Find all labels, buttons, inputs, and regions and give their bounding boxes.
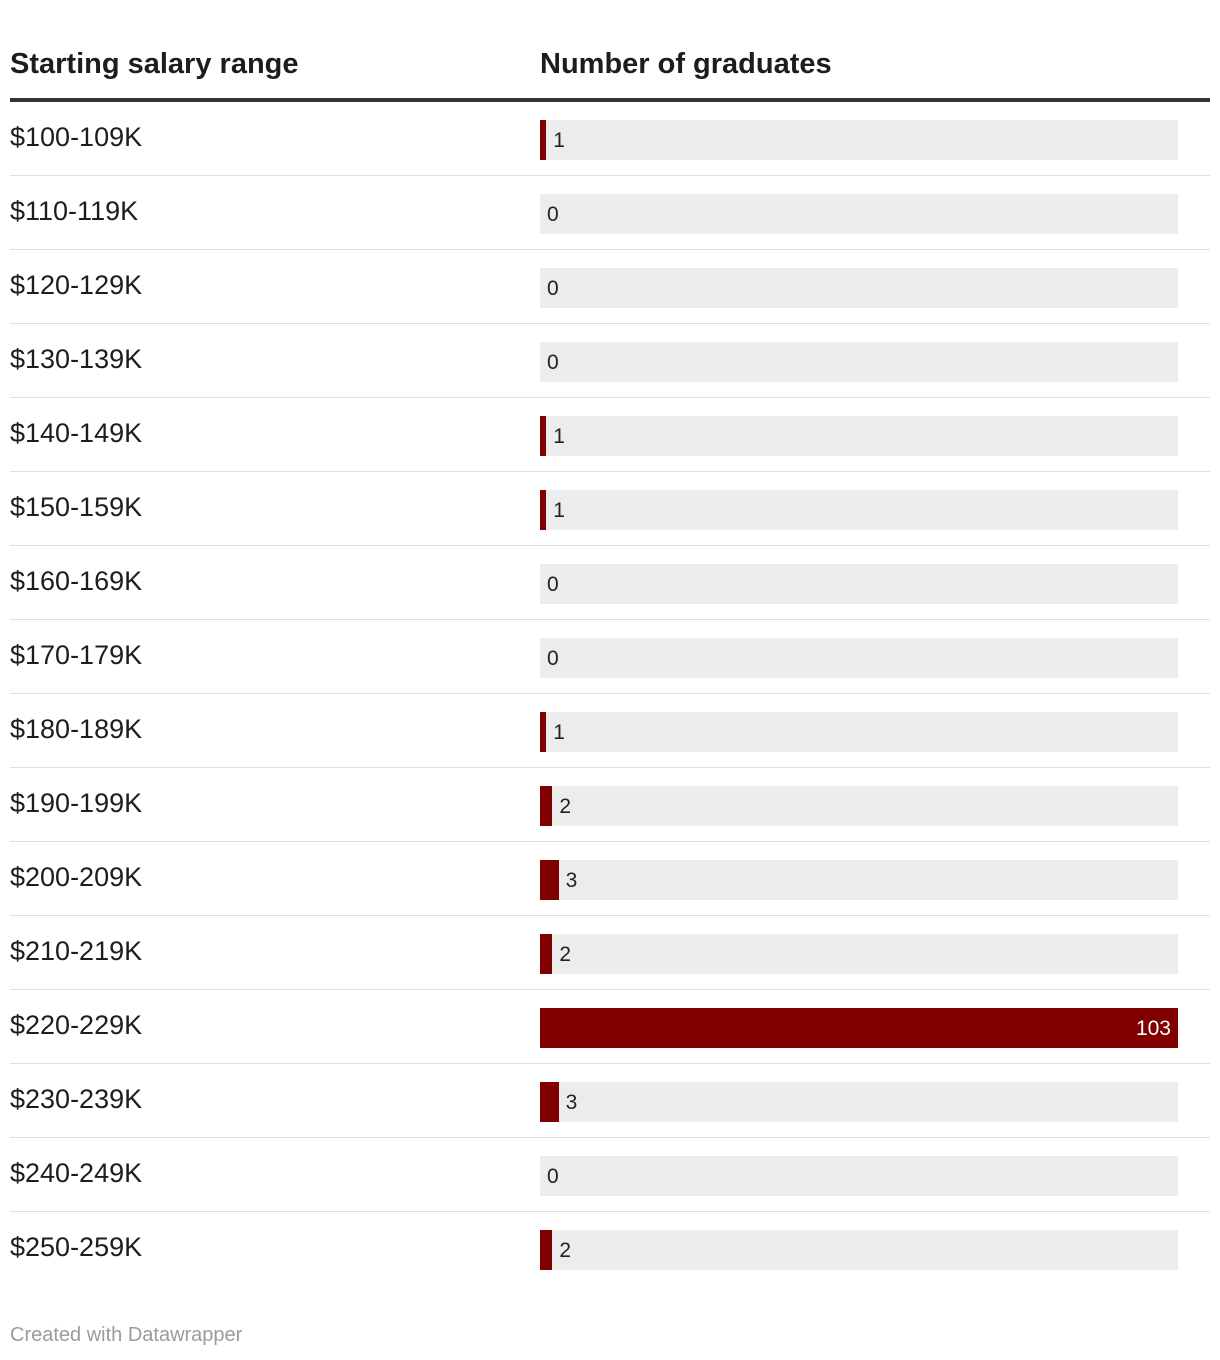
bar [540, 1082, 559, 1122]
bar-value-label: 103 [1135, 1017, 1171, 1040]
bar [540, 1230, 553, 1270]
salary-range-label: $170-179K [10, 640, 143, 670]
bar-value-label: 1 [553, 721, 565, 744]
table-row: $130-139K 0 [10, 324, 1210, 398]
table-row: $150-159K 1 [10, 472, 1210, 546]
column-header-salary-range: Starting salary range [10, 48, 299, 80]
salary-range-label: $100-109K [10, 122, 143, 152]
bar-value-label: 0 [547, 277, 559, 300]
bar-track: 3 [540, 1082, 1178, 1122]
table-row: $120-129K 0 [10, 250, 1210, 324]
salary-range-label: $240-249K [10, 1158, 143, 1188]
table-row: $160-169K 0 [10, 546, 1210, 620]
bar-track: 1 [540, 712, 1178, 752]
salary-range-label: $160-169K [10, 566, 143, 596]
bar-value-label: 3 [565, 869, 578, 892]
bar [540, 120, 547, 160]
bar [540, 860, 559, 900]
salary-range-label: $210-219K [10, 936, 143, 966]
bar [540, 490, 547, 530]
bar [540, 786, 553, 826]
table-row: $240-249K 0 [10, 1138, 1210, 1212]
credit-text: Created with Datawrapper [10, 1324, 243, 1346]
salary-range-label: $250-259K [10, 1232, 143, 1262]
table-row: $180-189K 1 [10, 694, 1210, 768]
table-row: $220-229K 103 [10, 990, 1210, 1064]
salary-range-label: $150-159K [10, 492, 143, 522]
bar [540, 712, 547, 752]
bar-track: 0 [540, 638, 1178, 678]
bar-value-label: 0 [547, 203, 559, 226]
salary-range-label: $180-189K [10, 714, 143, 744]
table-row: $250-259K 2 [10, 1212, 1210, 1285]
bar-track: 103 [540, 1008, 1178, 1048]
table-row: $210-219K 2 [10, 916, 1210, 990]
column-header-graduates: Number of graduates [540, 48, 832, 80]
salary-range-label: $190-199K [10, 788, 143, 818]
bar-value-label: 0 [547, 647, 559, 670]
bar-value-label: 2 [559, 795, 572, 818]
bar-track: 1 [540, 120, 1178, 160]
table-body: $100-109K 1 $110-119K 0 $120-129K 0 $130-139K 0… [10, 102, 1210, 1285]
bar-track: 2 [540, 1230, 1178, 1270]
bar-track: 3 [540, 860, 1178, 900]
table-header: Starting salary range Number of graduate… [10, 40, 1210, 102]
bar-track: 0 [540, 1156, 1178, 1196]
bar-track: 0 [540, 342, 1178, 382]
table-row: $110-119K 0 [10, 176, 1210, 250]
table-row: $100-109K 1 [10, 102, 1210, 176]
salary-range-label: $230-239K [10, 1084, 143, 1114]
bar-value-label: 0 [547, 1165, 559, 1188]
bar-track: 1 [540, 490, 1178, 530]
bar-track: 0 [540, 564, 1178, 604]
bar-value-label: 3 [565, 1091, 578, 1114]
bar-track: 2 [540, 786, 1178, 826]
table-row: $140-149K 1 [10, 398, 1210, 472]
bar-value-label: 2 [559, 943, 572, 966]
table-row: $190-199K 2 [10, 768, 1210, 842]
salary-range-label: $220-229K [10, 1010, 143, 1040]
bar-value-label: 1 [553, 499, 565, 522]
bar [540, 934, 553, 974]
bar-value-label: 0 [547, 351, 559, 374]
salary-range-label: $200-209K [10, 862, 143, 892]
bar [540, 416, 547, 456]
bar-value-label: 2 [559, 1239, 572, 1262]
table-row: $230-239K 3 [10, 1064, 1210, 1138]
salary-range-label: $130-139K [10, 344, 143, 374]
salary-range-label: $120-129K [10, 270, 143, 300]
salary-range-label: $110-119K [10, 196, 139, 226]
bar-track: 0 [540, 194, 1178, 234]
bar-value-label: 1 [553, 129, 565, 152]
bar [540, 1008, 1178, 1048]
table-row: $200-209K 3 [10, 842, 1210, 916]
bar-track: 2 [540, 934, 1178, 974]
salary-table: Starting salary range Number of graduate… [10, 40, 1210, 1285]
salary-range-label: $140-149K [10, 418, 143, 448]
bar-value-label: 1 [553, 425, 565, 448]
bar-value-label: 0 [547, 573, 559, 596]
table-row: $170-179K 0 [10, 620, 1210, 694]
bar-track: 1 [540, 416, 1178, 456]
bar-track: 0 [540, 268, 1178, 308]
